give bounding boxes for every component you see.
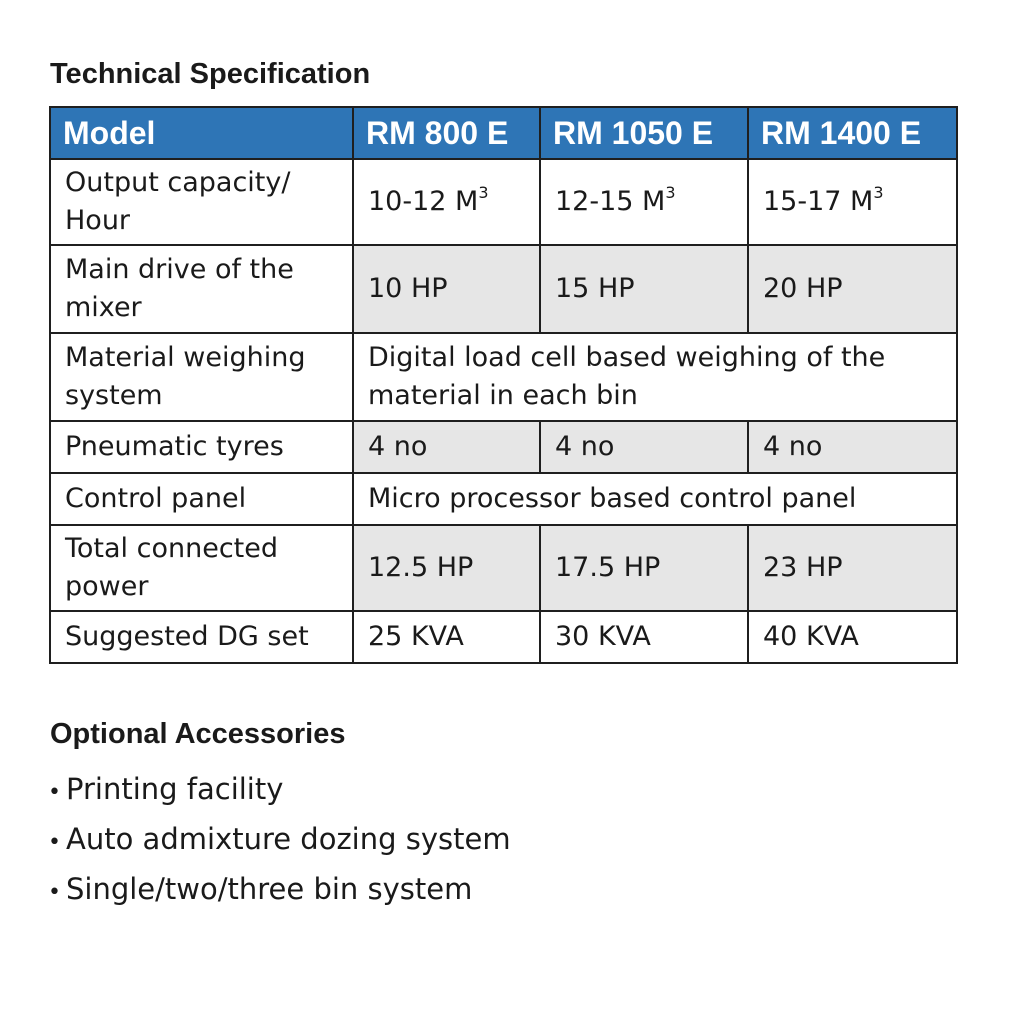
header-cell-model: Model [49,106,354,160]
list-item: • Single/two/three bin system [48,864,511,914]
table-cell: 20 HP [747,244,958,334]
table-cell: 17.5 HP [539,524,749,612]
table-cell: 25 KVA [352,610,541,664]
table-row: Material weighing system Digital load ce… [49,332,958,422]
list-item: • Printing facility [48,764,511,814]
row-label: Output capacity/ Hour [49,158,354,246]
row-label: Total connected power [49,524,354,612]
row-label: Suggested DG set [49,610,354,664]
header-cell-rm-800-e: RM 800 E [352,106,541,160]
table-cell: 4 no [747,420,958,474]
row-label: Control panel [49,472,354,526]
table-cell: 40 KVA [747,610,958,664]
table-row: Main drive of the mixer 10 HP 15 HP 20 H… [49,244,958,334]
table-cell-span: Micro processor based control panel [352,472,958,526]
table-cell: 23 HP [747,524,958,612]
table-header-row: Model RM 800 E RM 1050 E RM 1400 E [49,106,958,160]
accessories-list: • Printing facility • Auto admixture dozin… [48,764,511,914]
bullet-icon: • [48,830,61,855]
table-cell: 15 HP [539,244,749,334]
table-cell-span: Digital load cell based weighing of the … [352,332,958,422]
list-item: • Auto admixture dozing system [48,814,511,864]
table-cell: 10-12 M3 [352,158,541,246]
table-cell: 15-17 M3 [747,158,958,246]
table-cell: 4 no [539,420,749,474]
row-label: Material weighing system [49,332,354,422]
header-cell-rm-1400-e: RM 1400 E [747,106,958,160]
table-cell: 12.5 HP [352,524,541,612]
spec-section-title: Technical Specification [50,58,371,90]
row-label: Pneumatic tyres [49,420,354,474]
table-row: Pneumatic tyres 4 no 4 no 4 no [49,420,958,474]
header-cell-rm-1050-e: RM 1050 E [539,106,749,160]
table-cell: 10 HP [352,244,541,334]
table-cell: 4 no [352,420,541,474]
table-cell: 30 KVA [539,610,749,664]
bullet-icon: • [48,780,61,805]
accessories-section-title: Optional Accessories [50,718,346,750]
table-cell: 12-15 M3 [539,158,749,246]
table-row: Output capacity/ Hour 10-12 M3 12-15 M3 … [49,158,958,246]
table-row: Control panel Micro processor based cont… [49,472,958,526]
table-row: Suggested DG set 25 KVA 30 KVA 40 KVA [49,610,958,664]
row-label: Main drive of the mixer [49,244,354,334]
table-row: Total connected power 12.5 HP 17.5 HP 23… [49,524,958,612]
spec-table: Model RM 800 E RM 1050 E RM 1400 E Outpu… [49,106,958,664]
bullet-icon: • [48,880,61,905]
